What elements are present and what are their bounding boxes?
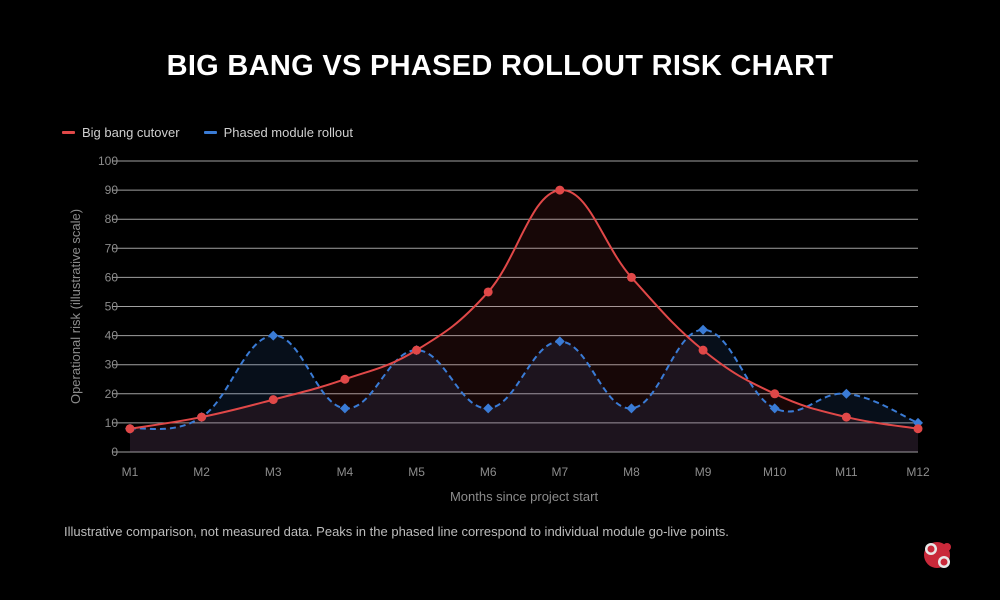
- data-point[interactable]: [268, 395, 278, 405]
- y-tick-label: 90: [105, 183, 119, 197]
- x-tick-label: M11: [835, 465, 858, 479]
- legend-item-big-bang[interactable]: Big bang cutover: [62, 125, 180, 140]
- chart-legend: Big bang cutover Phased module rollout: [62, 123, 353, 141]
- data-point[interactable]: [698, 345, 708, 355]
- gridlines: [112, 160, 918, 453]
- series-markers: [125, 185, 923, 434]
- y-tick-label: 10: [105, 416, 119, 430]
- x-axis-title: Months since project start: [450, 489, 599, 504]
- data-point[interactable]: [698, 324, 709, 335]
- legend-swatch-big-bang: [62, 130, 75, 134]
- footnote: Illustrative comparison, not measured da…: [64, 524, 729, 539]
- data-point[interactable]: [340, 374, 350, 384]
- x-tick-label: M10: [763, 465, 787, 479]
- y-tick-labels: 0 10 20 30 40 50 60 70 80 90 100: [98, 154, 118, 459]
- data-point[interactable]: [841, 412, 851, 422]
- data-point[interactable]: [770, 389, 780, 399]
- y-axis-title: Operational risk (illustrative scale): [68, 209, 83, 404]
- data-point[interactable]: [841, 388, 852, 399]
- data-point[interactable]: [412, 345, 422, 355]
- y-tick-label: 80: [105, 212, 119, 226]
- data-point[interactable]: [769, 403, 780, 414]
- data-point[interactable]: [197, 412, 207, 422]
- data-point[interactable]: [268, 330, 279, 341]
- x-tick-label: M4: [337, 465, 354, 479]
- x-tick-label: M8: [623, 465, 640, 479]
- y-tick-label: 30: [105, 358, 119, 372]
- data-point[interactable]: [626, 403, 637, 414]
- chart-title: BIG BANG VS PHASED ROLLOUT RISK CHART: [166, 50, 834, 82]
- data-point[interactable]: [554, 336, 565, 347]
- brand-logo-icon: [924, 542, 951, 568]
- x-tick-label: M6: [480, 465, 497, 479]
- series-area: [130, 189, 918, 452]
- data-point[interactable]: [626, 272, 636, 282]
- x-tick-label: M3: [265, 465, 282, 479]
- data-point[interactable]: [483, 287, 493, 297]
- legend-label-big-bang: Big bang cutover: [82, 124, 180, 140]
- y-tick-label: 50: [105, 300, 119, 314]
- x-tick-label: M7: [551, 465, 568, 479]
- y-tick-label: 0: [111, 445, 118, 459]
- x-tick-label: M9: [695, 465, 712, 479]
- x-tick-label: M2: [193, 465, 210, 479]
- data-point[interactable]: [555, 185, 565, 195]
- x-tick-label: M12: [906, 465, 930, 479]
- series-areas: [130, 189, 918, 452]
- data-point[interactable]: [483, 403, 494, 414]
- data-point[interactable]: [913, 424, 923, 434]
- data-point[interactable]: [339, 403, 350, 414]
- x-tick-label: M5: [408, 465, 425, 479]
- series-area: [130, 329, 918, 452]
- data-point[interactable]: [125, 424, 135, 434]
- legend-item-phased[interactable]: Phased module rollout: [203, 124, 353, 140]
- y-tick-label: 60: [105, 270, 119, 284]
- y-tick-label: 20: [105, 387, 119, 401]
- y-tick-label: 40: [105, 329, 119, 343]
- legend-swatch-phased: [203, 130, 217, 134]
- x-tick-labels: M1 M2 M3 M4 M5 M6 M7 M8 M9 M10 M11 M12: [122, 465, 930, 479]
- legend-label-phased: Phased module rollout: [223, 124, 353, 140]
- x-tick-label: M1: [122, 465, 139, 479]
- y-tick-label: 70: [105, 241, 119, 255]
- y-tick-label: 100: [98, 154, 118, 168]
